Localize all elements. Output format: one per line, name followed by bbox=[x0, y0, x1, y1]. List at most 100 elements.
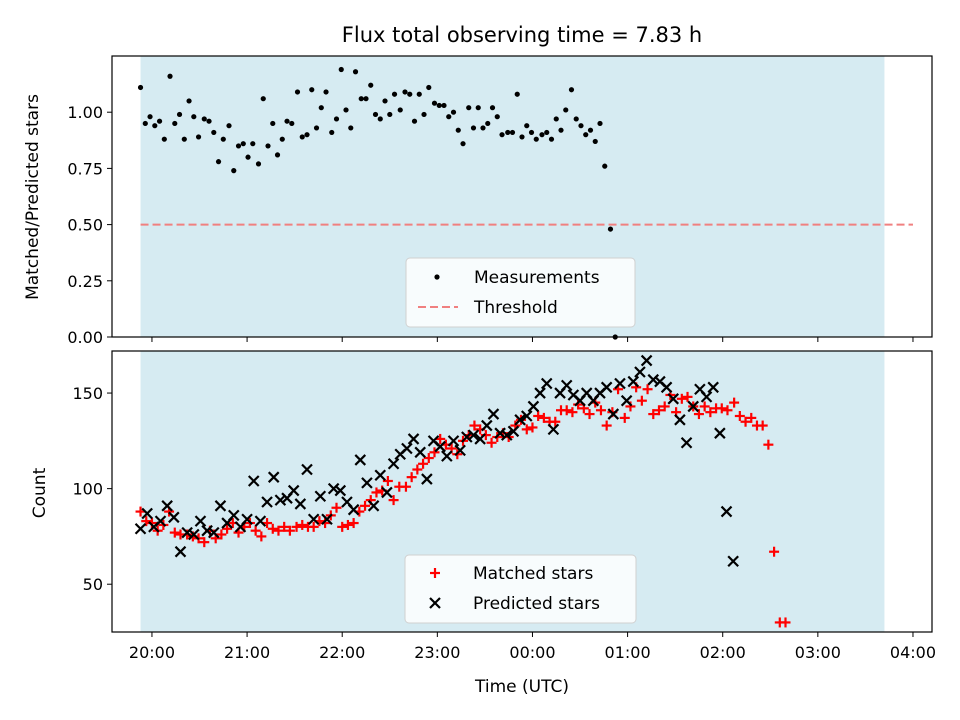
predicted-star-stroke bbox=[334, 484, 347, 497]
measurement-point bbox=[348, 125, 354, 131]
predicted-star-point bbox=[401, 442, 413, 455]
predicted-star-stroke bbox=[194, 515, 207, 527]
predicted-star-stroke bbox=[434, 440, 446, 453]
predicted-star-point bbox=[188, 528, 200, 541]
measurement-point bbox=[343, 107, 349, 113]
predicted-star-stroke bbox=[401, 442, 413, 455]
matched-star-point bbox=[538, 412, 549, 423]
predicted-star-stroke bbox=[188, 528, 200, 541]
predicted-star-stroke bbox=[481, 419, 493, 432]
predicted-star-point bbox=[307, 513, 320, 525]
predicted-star-stroke bbox=[154, 515, 167, 527]
measurement-point bbox=[563, 107, 569, 113]
predicted-star-point bbox=[687, 400, 700, 413]
predicted-star-stroke bbox=[454, 444, 466, 457]
measurement-point bbox=[426, 84, 432, 91]
predicted-star-point bbox=[520, 410, 533, 422]
x-tick-label: 01:00 bbox=[605, 643, 651, 662]
measurement-point bbox=[255, 161, 262, 167]
chart-title: Flux total observing time = 7.83 h bbox=[342, 23, 702, 47]
predicted-star-stroke bbox=[567, 389, 580, 401]
y-tick-label: 100 bbox=[72, 480, 103, 499]
measurement-point bbox=[539, 132, 545, 138]
measurement-point bbox=[304, 132, 310, 138]
measurement-point bbox=[602, 163, 608, 169]
matched-star-point bbox=[406, 472, 417, 483]
predicted-star-point bbox=[607, 408, 620, 420]
matched-star-point bbox=[533, 410, 544, 421]
predicted-star-point bbox=[227, 509, 240, 522]
predicted-star-point bbox=[700, 391, 713, 403]
measurement-point bbox=[142, 120, 148, 127]
predicted-star-point bbox=[441, 450, 453, 462]
predicted-star-point bbox=[294, 498, 307, 510]
measurement-point bbox=[568, 87, 575, 93]
measurement-point bbox=[235, 143, 242, 149]
predicted-star-point bbox=[174, 545, 187, 558]
predicted-star-stroke bbox=[347, 503, 360, 516]
matched-star-point bbox=[722, 405, 733, 416]
measurement-point bbox=[181, 136, 187, 142]
predicted-star-point bbox=[194, 515, 207, 527]
predicted-star-stroke bbox=[494, 427, 506, 439]
measurement-point bbox=[245, 154, 251, 160]
predicted-star-stroke bbox=[687, 400, 700, 413]
predicted-star-stroke bbox=[361, 477, 373, 489]
predicted-star-stroke bbox=[614, 377, 626, 390]
predicted-star-point bbox=[201, 524, 213, 537]
panel-frame-top bbox=[111, 55, 933, 338]
predicted-star-point bbox=[287, 484, 300, 497]
measurement-point bbox=[206, 118, 212, 124]
predicted-star-point bbox=[181, 526, 193, 539]
count-marks bbox=[134, 354, 791, 628]
measurement-point bbox=[270, 120, 276, 127]
measurement-point bbox=[597, 120, 603, 127]
matched-star-point bbox=[469, 420, 480, 431]
matched-star-point bbox=[740, 416, 751, 427]
measurement-point bbox=[323, 89, 329, 95]
matched-star-point bbox=[423, 453, 434, 464]
predicted-star-stroke bbox=[627, 375, 640, 388]
predicted-star-stroke bbox=[341, 496, 353, 508]
measurement-point bbox=[172, 120, 178, 127]
measurement-point bbox=[309, 87, 315, 93]
matched-star-point bbox=[250, 525, 261, 536]
predicted-star-point bbox=[168, 511, 180, 524]
predicted-star-stroke bbox=[514, 414, 526, 426]
predicted-star-stroke bbox=[381, 486, 393, 499]
predicted-star-stroke bbox=[467, 429, 480, 441]
predicted-star-stroke bbox=[181, 526, 193, 539]
predicted-star-point bbox=[334, 484, 347, 497]
predicted-star-stroke bbox=[161, 500, 173, 512]
y-tick-label: 0.00 bbox=[67, 328, 103, 347]
measurement-point bbox=[578, 123, 584, 129]
predicted-star-point bbox=[407, 433, 420, 445]
matched-star-point bbox=[348, 518, 359, 529]
matched-star-point bbox=[371, 487, 382, 498]
matched-star-point bbox=[729, 397, 740, 408]
predicted-star-point bbox=[534, 387, 546, 399]
measurement-point bbox=[382, 98, 388, 104]
matched-star-point bbox=[636, 395, 647, 406]
matched-star-point bbox=[429, 447, 440, 458]
measurement-point bbox=[167, 73, 173, 79]
measurement-point bbox=[372, 111, 379, 118]
measurement-point bbox=[156, 118, 163, 124]
matched-star-point bbox=[763, 439, 774, 450]
x-tick-label: 22:00 bbox=[319, 643, 365, 662]
measurement-point bbox=[480, 125, 486, 131]
predicted-star-point bbox=[134, 522, 147, 535]
x-tick-label: 03:00 bbox=[795, 643, 841, 662]
predicted-star-stroke bbox=[314, 490, 327, 503]
measurement-point bbox=[377, 116, 383, 122]
matched-star-point bbox=[291, 521, 302, 532]
predicted-star-point bbox=[674, 414, 686, 426]
matched-star-point bbox=[550, 416, 561, 427]
matched-star-point bbox=[693, 409, 704, 420]
matched-star-point bbox=[267, 523, 278, 534]
measurement-point bbox=[587, 127, 594, 133]
measurement-point bbox=[220, 136, 226, 142]
measurement-point bbox=[524, 123, 530, 129]
matched-star-point bbox=[780, 617, 791, 628]
matched-star-point bbox=[746, 412, 757, 423]
